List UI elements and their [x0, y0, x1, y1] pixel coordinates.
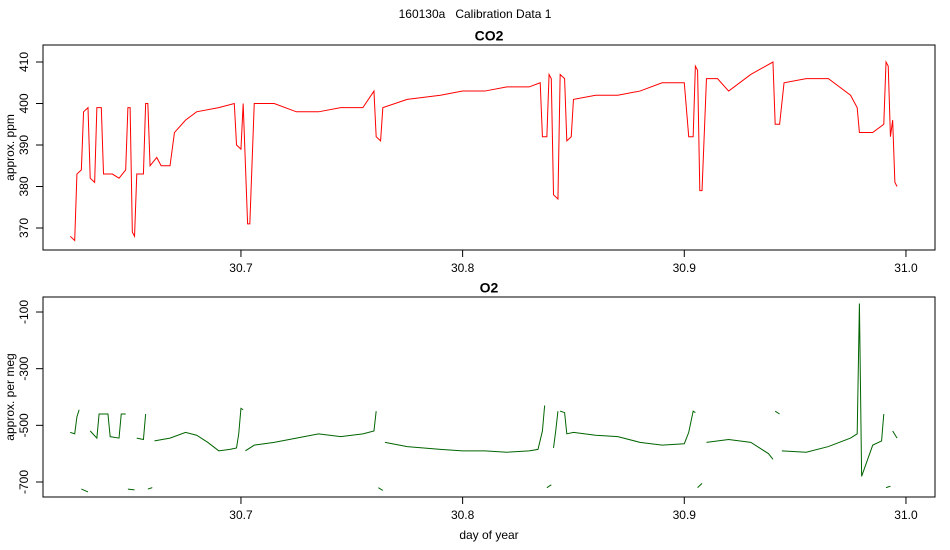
y-tick-label: 380 — [17, 176, 31, 196]
x-tick-label: 30.8 — [451, 508, 475, 522]
panel-title: O2 — [480, 280, 499, 296]
x-tick-label: 30.9 — [673, 508, 697, 522]
y-tick-label: 410 — [17, 52, 31, 72]
y-tick-label: -700 — [17, 470, 31, 494]
y-tick-label: -500 — [17, 413, 31, 437]
y-tick-label: 390 — [17, 135, 31, 155]
page-title: 160130a Calibration Data 1 — [399, 7, 552, 21]
x-tick-label: 30.7 — [229, 261, 253, 275]
y-tick-label: 370 — [17, 218, 31, 238]
plot-frame — [42, 296, 936, 498]
panel-title: CO2 — [475, 28, 504, 44]
data-line — [69, 60, 898, 242]
x-tick-label: 31.0 — [894, 261, 918, 275]
y-axis-label: approx. per meg — [3, 353, 17, 440]
y-axis-label: approx. ppm — [3, 114, 17, 181]
y-tick-label: -100 — [17, 300, 31, 324]
x-tick-label: 30.9 — [673, 261, 697, 275]
y-tick-label: 400 — [17, 93, 31, 113]
x-tick-label: 30.7 — [229, 508, 253, 522]
plot-frame — [42, 44, 936, 251]
x-tick-label: 31.0 — [894, 508, 918, 522]
y-tick-label: -300 — [17, 356, 31, 380]
data-line — [70, 303, 898, 493]
x-axis-label: day of year — [459, 528, 518, 542]
x-tick-label: 30.8 — [451, 261, 475, 275]
